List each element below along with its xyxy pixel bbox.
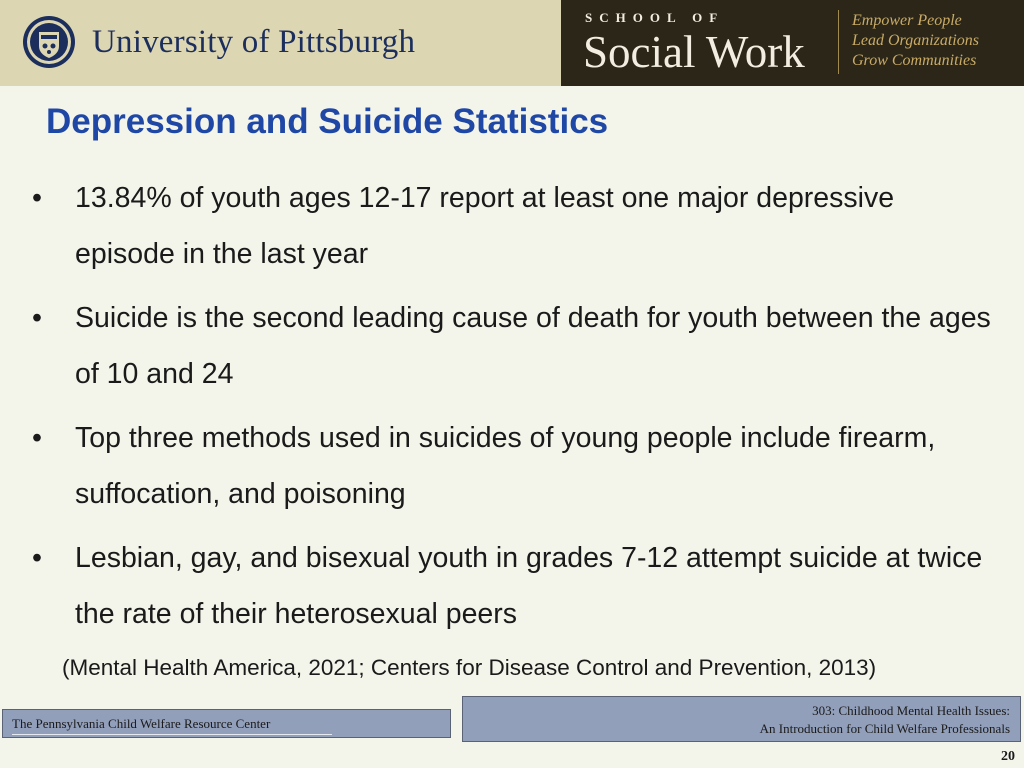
- bullet-item: • Lesbian, gay, and bisexual youth in gra…: [30, 530, 1000, 642]
- page-number: 20: [1001, 749, 1015, 764]
- slide-title: Depression and Suicide Statistics: [46, 102, 609, 141]
- slide-header: University of Pittsburgh SCHOOL OF Socia…: [0, 0, 1024, 86]
- school-of-label: SCHOOL OF: [585, 10, 725, 25]
- bullet-text: 13.84% of youth ages 12-17 report at lea…: [75, 182, 895, 270]
- bullet-text: Lesbian, gay, and bisexual youth in grad…: [75, 542, 983, 630]
- bullet-dot-icon: •: [32, 182, 42, 214]
- social-work-banner: [561, 0, 1024, 86]
- bullet-item: • Top three methods used in suicides of y…: [30, 410, 1000, 522]
- footer-left-bar: The Pennsylvania Child Welfare Resource …: [2, 709, 451, 738]
- course-title-line-1: 303: Childhood Mental Health Issues:: [812, 703, 1010, 718]
- banner-divider: [838, 10, 839, 74]
- bullet-dot-icon: •: [32, 302, 42, 334]
- bullet-list: • 13.84% of youth ages 12-17 report at le…: [30, 170, 1000, 650]
- pitt-banner: University of Pittsburgh: [0, 0, 561, 86]
- bullet-dot-icon: •: [32, 542, 42, 574]
- tagline-3: Grow Communities: [852, 52, 977, 69]
- course-title-line-2: An Introduction for Child Welfare Profes…: [759, 721, 1010, 736]
- citation: (Mental Health America, 2021; Centers fo…: [62, 655, 877, 680]
- bullet-text: Suicide is the second leading cause of d…: [75, 302, 991, 390]
- university-name: University of Pittsburgh: [92, 24, 416, 60]
- bullet-item: • Suicide is the second leading cause of …: [30, 290, 1000, 402]
- bullet-item: • 13.84% of youth ages 12-17 report at le…: [30, 170, 1000, 282]
- school-name: Social Work: [583, 27, 805, 77]
- tagline-1: Empower People: [852, 12, 962, 29]
- tagline-2: Lead Organizations: [852, 32, 979, 49]
- bullet-text: Top three methods used in suicides of yo…: [75, 422, 936, 510]
- footer-underline: [12, 734, 332, 735]
- bullet-dot-icon: •: [32, 422, 42, 454]
- footer-organization: The Pennsylvania Child Welfare Resource …: [12, 716, 271, 731]
- university-seal-icon: [23, 16, 75, 68]
- footer-right-bar: 303: Childhood Mental Health Issues: An …: [462, 696, 1021, 742]
